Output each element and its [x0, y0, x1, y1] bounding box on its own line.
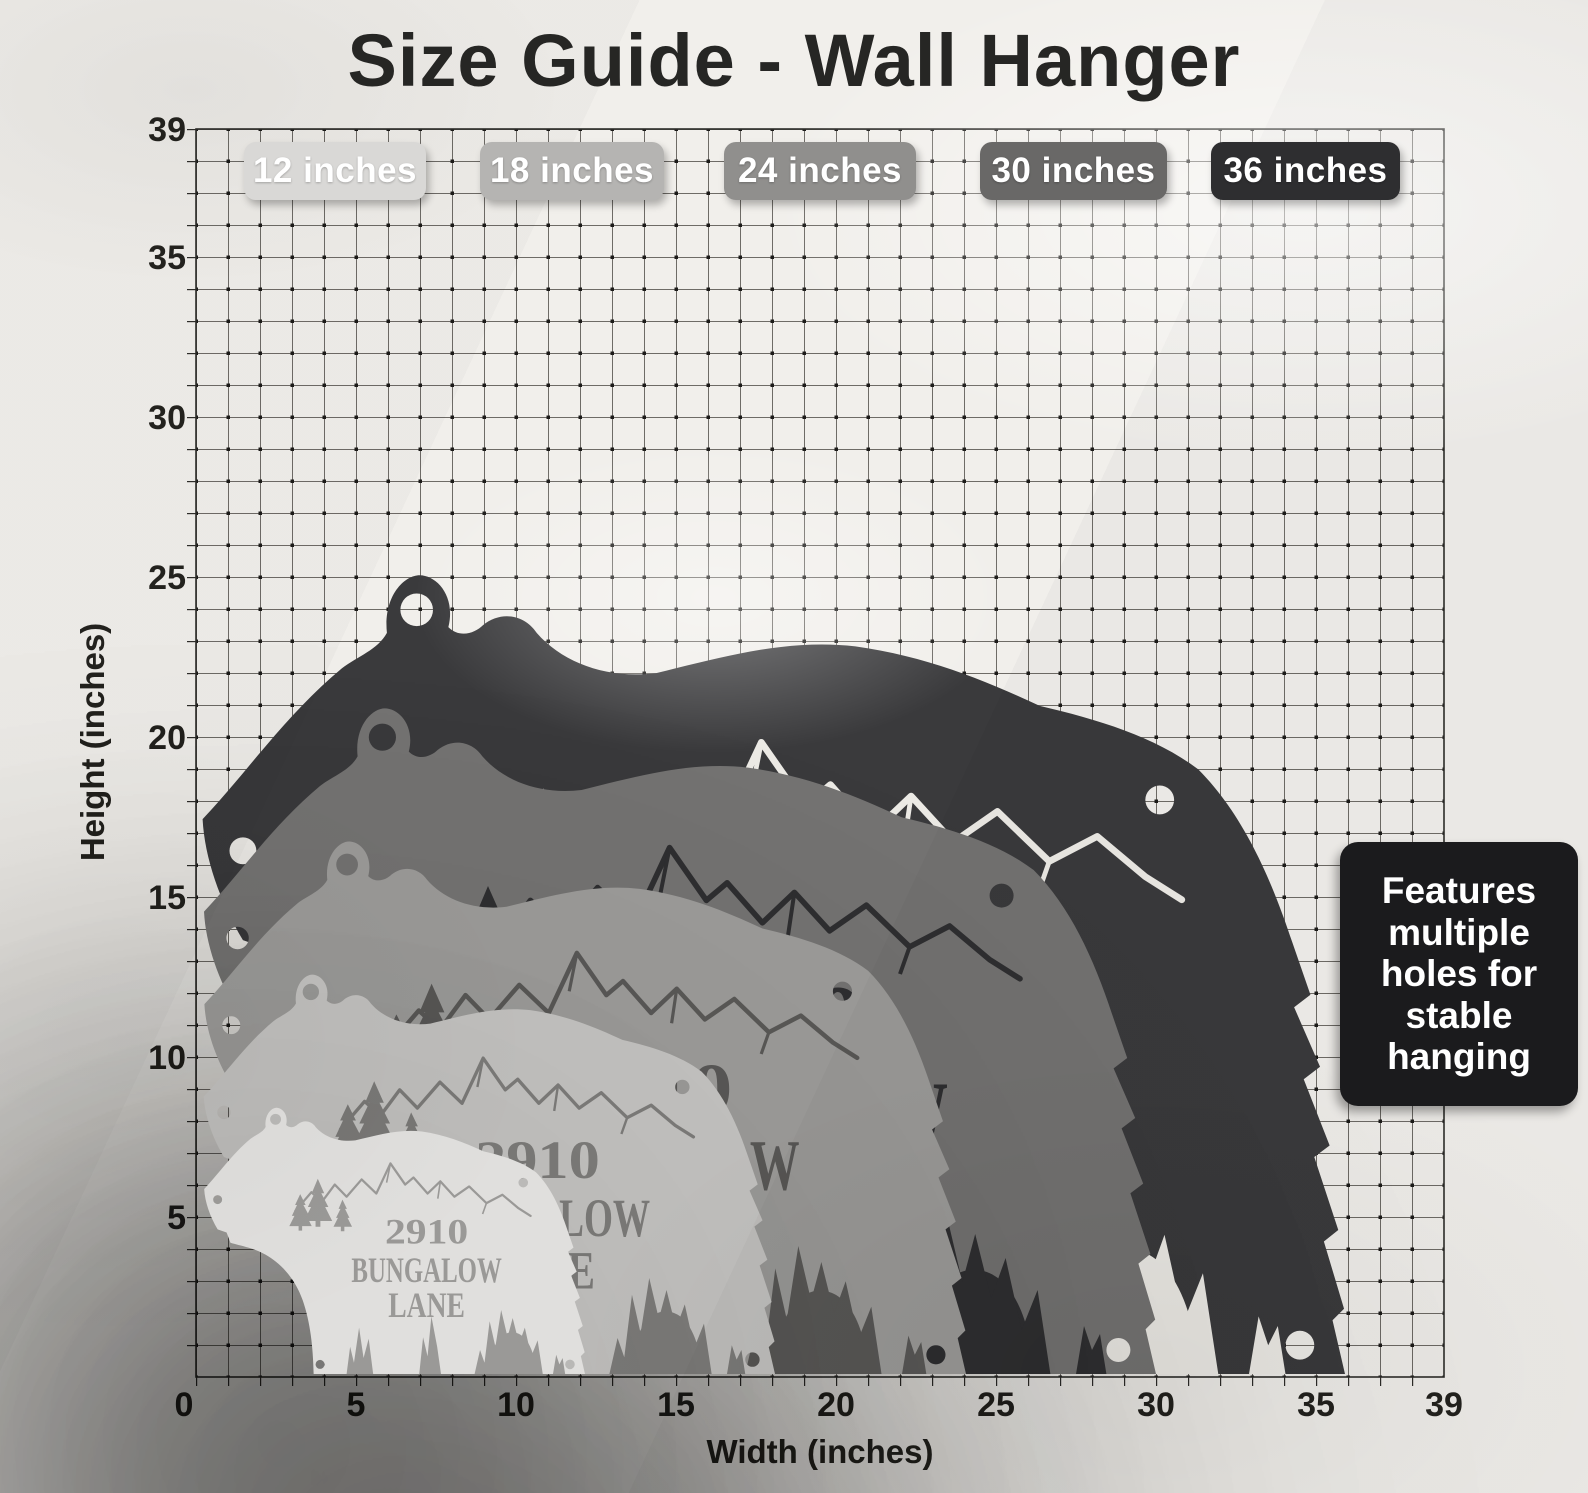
y-tick-label: 10	[148, 1039, 186, 1077]
size-badge-36: 36 inches	[1211, 142, 1400, 200]
hanging-holes-callout: Features multiple holes for stable hangi…	[1340, 842, 1578, 1106]
y-axis: 39 35 30 25 20 15 10 5	[148, 111, 186, 1237]
x-tick-label: 5	[347, 1386, 366, 1424]
size-badge-18: 18 inches	[480, 142, 664, 200]
y-tick-label: 25	[148, 559, 186, 597]
y-axis-title: Height (inches)	[74, 623, 111, 861]
address-suffix: LANE	[388, 1285, 465, 1325]
page-title: Size Guide - Wall Hanger	[347, 19, 1241, 102]
x-tick-label: 25	[977, 1386, 1015, 1424]
x-tick-label: 10	[497, 1386, 535, 1424]
size-badge-30: 30 inches	[980, 142, 1167, 200]
y-axis-ticks	[187, 129, 196, 1377]
x-tick-label: 39	[1425, 1386, 1463, 1424]
x-tick-label: 15	[657, 1386, 695, 1424]
x-axis: 0 5 10 15 20 25 30 35 39	[175, 1386, 1463, 1424]
address-number: 2910	[385, 1211, 468, 1251]
y-tick-label: 5	[167, 1199, 186, 1237]
y-tick-label: 20	[148, 719, 186, 757]
x-tick-label: 0	[175, 1386, 194, 1424]
x-axis-title: Width (inches)	[706, 1433, 933, 1470]
y-tick-label: 35	[148, 239, 186, 277]
x-tick-label: 35	[1297, 1386, 1335, 1424]
size-badge-12: 12 inches	[244, 142, 426, 200]
y-tick-label: 15	[148, 879, 186, 917]
x-tick-label: 30	[1137, 1386, 1175, 1424]
y-tick-label: 30	[148, 399, 186, 437]
size-badge-24: 24 inches	[724, 142, 916, 200]
y-tick-label: 39	[148, 111, 186, 149]
x-tick-label: 20	[817, 1386, 855, 1424]
x-axis-ticks	[196, 1377, 1444, 1386]
